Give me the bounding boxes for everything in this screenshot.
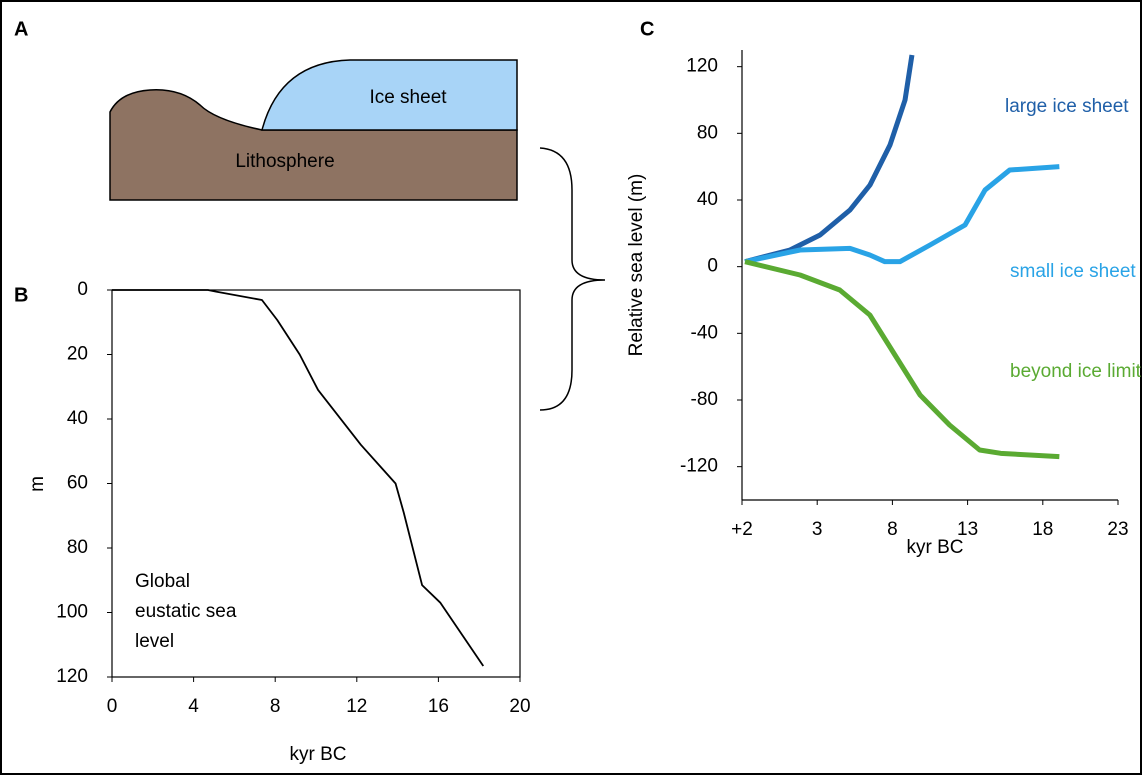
series-label: small ice sheet [1010,261,1136,282]
y-tick-label: 20 [67,344,88,365]
annotation: eustatic sea [135,601,237,622]
x-tick-label: 4 [188,696,199,717]
y-tick-label: 40 [67,408,88,429]
x-tick-label: 0 [107,696,118,717]
figure: A Ice sheet Lithosphere B 0 4 8 12 16 20 0 20 40 6… [0,0,1142,775]
x-axis-label: kyr BC [907,537,964,558]
page: A Ice sheet Lithosphere B 0 4 8 12 16 20 0 20 40 6… [0,0,1142,775]
y-tick-label: 120 [686,56,718,77]
series-label: beyond ice limit [1010,361,1142,382]
x-tick-label: 16 [428,696,449,717]
x-tick-label: 8 [270,696,281,717]
panel-label: B [14,284,28,306]
panel-label: A [14,18,28,40]
x-tick-label: 23 [1107,519,1128,540]
y-tick-label: 80 [67,537,88,558]
y-tick-label: 100 [56,602,88,623]
x-axis-label: kyr BC [290,744,347,765]
y-tick-label: 40 [697,189,718,210]
y-tick-label: -120 [680,456,718,477]
lithosphere-label: Lithosphere [235,151,334,172]
y-tick-label: 60 [67,473,88,494]
y-tick-label: 120 [56,666,88,687]
y-tick-label: -80 [691,389,718,410]
x-tick-label: +2 [731,519,753,540]
ice-sheet-label: Ice sheet [369,87,447,108]
x-tick-label: 12 [346,696,367,717]
annotation: Global [135,571,190,592]
panel-label: C [640,18,654,40]
series-label: large ice sheet [1005,96,1129,117]
x-tick-label: 3 [812,519,823,540]
y-axis-label: Relative sea level (m) [626,174,647,357]
x-tick-label: 18 [1032,519,1053,540]
y-tick-label: 80 [697,122,718,143]
y-tick-label: 0 [707,256,718,277]
x-tick-label: 8 [887,519,898,540]
x-tick-label: 20 [509,696,530,717]
y-tick-label: 0 [77,279,88,300]
y-axis-label: m [27,476,48,492]
annotation: level [135,631,174,652]
y-tick-label: -40 [691,322,718,343]
